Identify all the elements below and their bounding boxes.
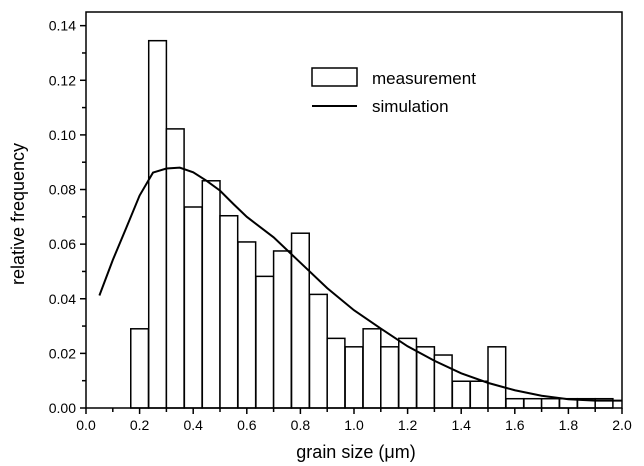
simulation-line: [98, 166, 622, 402]
bar-18: [451, 380, 471, 409]
x-tick-label-6: 1.2: [398, 417, 418, 433]
x-axis-label: grain size (μm): [296, 442, 415, 462]
bar-12: [344, 346, 364, 409]
bars-layer: [130, 39, 614, 409]
x-tick-label-7: 1.4: [451, 417, 471, 433]
x-tick-label-8: 1.6: [505, 417, 525, 433]
bar-19: [469, 380, 489, 409]
x-tick-label-3: 0.6: [237, 417, 257, 433]
legend-label-simulation: simulation: [372, 97, 449, 116]
bar-2: [165, 128, 185, 409]
bar-20: [487, 346, 507, 409]
bar-9: [290, 232, 310, 409]
x-tick-label-4: 0.8: [291, 417, 311, 433]
legend-label-measurement: measurement: [372, 69, 476, 88]
y-tick-label-3: 0.06: [49, 236, 76, 252]
bar-23: [540, 397, 561, 409]
x-tick-label-9: 1.8: [559, 417, 579, 433]
bar-8: [272, 250, 293, 409]
y-tick-label-1: 0.02: [49, 345, 76, 361]
bar-0: [130, 328, 150, 409]
y-tick-label-5: 0.10: [49, 127, 76, 143]
x-tick-label-2: 0.4: [183, 417, 203, 433]
bar-1: [147, 39, 168, 409]
bar-4: [201, 180, 221, 409]
bar-22: [523, 397, 543, 409]
bar-6: [237, 241, 257, 409]
bar-7: [255, 275, 275, 409]
bar-13: [362, 328, 382, 409]
y-tick-label-4: 0.08: [49, 182, 76, 198]
x-tick-label-1: 0.2: [130, 417, 150, 433]
x-tick-label-0: 0.0: [76, 417, 96, 433]
bar-3: [183, 206, 203, 409]
legend: measurement simulation: [311, 67, 476, 116]
bar-10: [308, 293, 328, 409]
ticks-layer: [80, 24, 623, 414]
bar-11: [326, 337, 346, 409]
y-axis-label: relative frequency: [8, 143, 28, 285]
y-tick-label-0: 0.00: [49, 400, 76, 416]
y-tick-label-7: 0.14: [49, 18, 76, 34]
tick-labels-layer: 0.0 0.2 0.4 0.6 0.8 1.0 1.2 1.4 1.6 1.8 2.0 0.00 0.0…: [49, 18, 632, 433]
bar-21: [505, 397, 525, 409]
y-tick-label-2: 0.04: [49, 291, 76, 307]
legend-bar-swatch: [311, 67, 358, 87]
x-tick-label-5: 1.0: [344, 417, 364, 433]
bar-5: [219, 214, 239, 409]
x-tick-label-10: 2.0: [612, 417, 632, 433]
bar-14: [380, 346, 400, 409]
y-tick-label-6: 0.12: [49, 72, 76, 88]
